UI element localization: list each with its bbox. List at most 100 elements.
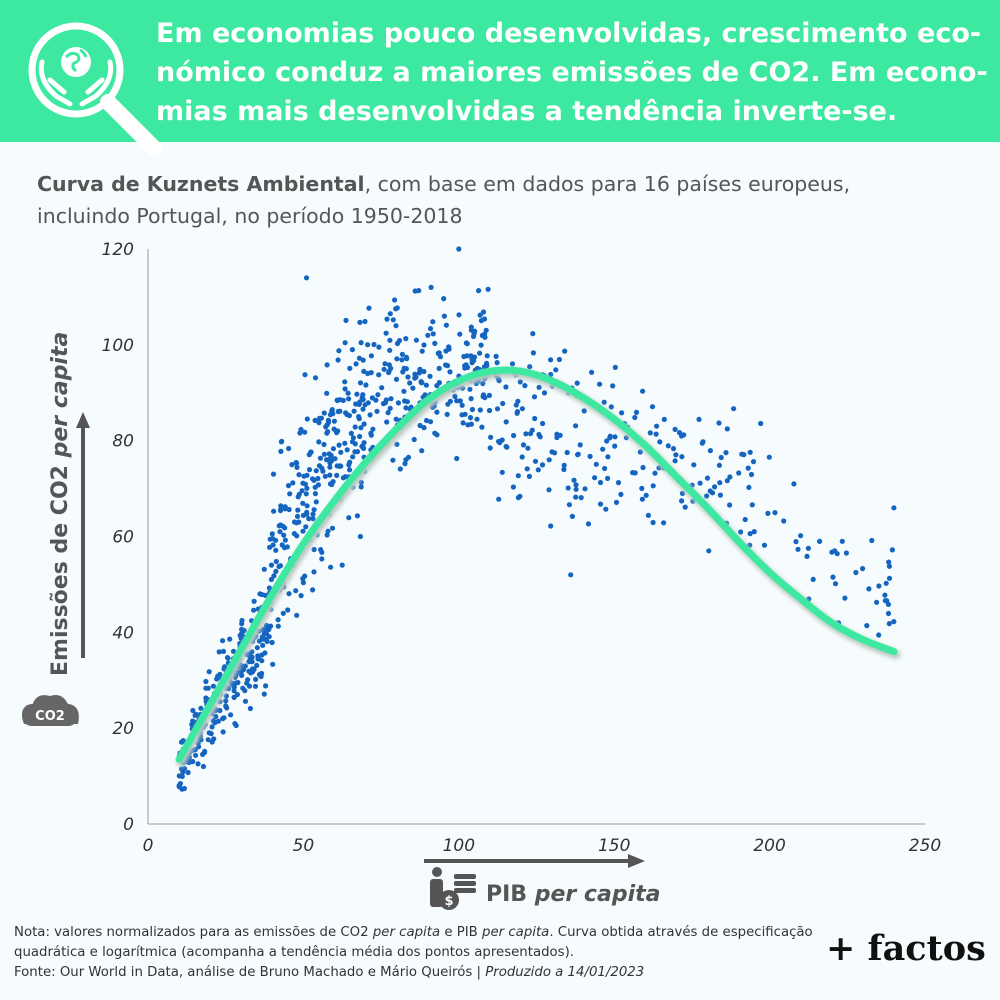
- data-point: [310, 516, 316, 522]
- data-point: [412, 288, 418, 294]
- data-point: [271, 573, 277, 579]
- co2-cloud-text: CO2: [35, 709, 65, 724]
- data-point: [517, 493, 523, 499]
- data-point: [330, 446, 336, 452]
- data-point: [231, 694, 237, 700]
- data-point: [548, 371, 554, 378]
- data-point: [368, 430, 374, 436]
- data-point: [561, 466, 567, 473]
- data-point: [619, 410, 625, 416]
- data-point: [670, 446, 677, 452]
- data-point: [517, 379, 523, 385]
- data-point: [311, 546, 317, 553]
- data-point: [885, 610, 892, 617]
- data-point: [294, 464, 300, 470]
- data-point: [326, 451, 332, 457]
- data-point: [300, 580, 306, 586]
- data-point: [672, 426, 678, 432]
- data-point: [215, 673, 221, 679]
- data-point: [367, 412, 373, 418]
- data-point: [200, 763, 206, 770]
- data-point: [665, 443, 671, 449]
- data-point: [179, 773, 185, 780]
- data-point: [195, 761, 201, 767]
- data-point: [252, 683, 259, 689]
- data-point: [548, 357, 554, 363]
- data-point: [673, 452, 679, 458]
- data-point: [300, 528, 306, 534]
- data-point: [434, 409, 440, 415]
- data-point: [515, 398, 521, 404]
- data-point: [388, 396, 394, 402]
- data-point: [884, 598, 890, 604]
- data-point: [270, 471, 277, 477]
- data-point: [327, 472, 333, 478]
- data-point: [277, 563, 284, 569]
- data-point: [357, 433, 363, 440]
- data-point: [249, 659, 255, 665]
- data-point: [597, 479, 604, 486]
- data-point: [273, 547, 279, 553]
- data-point: [523, 431, 529, 437]
- data-point: [399, 351, 405, 357]
- data-point: [747, 449, 753, 455]
- data-point: [765, 510, 771, 516]
- data-point: [520, 442, 527, 448]
- data-point: [325, 429, 331, 435]
- data-point: [561, 462, 567, 468]
- data-point: [394, 305, 400, 311]
- data-point: [270, 661, 276, 667]
- data-point: [368, 353, 374, 359]
- data-point: [552, 450, 558, 456]
- data-point: [261, 691, 267, 697]
- data-point: [573, 423, 579, 429]
- data-point: [456, 312, 462, 318]
- data-point: [476, 288, 482, 294]
- y-tick-label: 80: [112, 432, 134, 452]
- note-text-2: per capita: [372, 925, 441, 940]
- data-point: [781, 518, 787, 524]
- data-point: [654, 423, 660, 429]
- x-axis-arrow: [424, 854, 645, 868]
- data-point: [727, 502, 733, 508]
- data-point: [384, 316, 390, 322]
- data-point: [548, 523, 554, 529]
- trend-curve: [175, 366, 898, 763]
- data-point: [247, 705, 253, 712]
- data-point: [493, 353, 499, 359]
- data-point: [421, 368, 427, 375]
- data-point: [304, 472, 310, 478]
- data-point: [190, 707, 196, 714]
- data-point: [350, 435, 356, 441]
- data-point: [321, 451, 327, 457]
- data-point: [717, 480, 723, 486]
- data-point: [465, 422, 471, 428]
- data-point: [454, 455, 460, 462]
- data-point: [329, 525, 336, 531]
- data-point: [349, 347, 355, 353]
- data-point: [261, 566, 267, 572]
- data-point: [566, 502, 573, 508]
- data-point: [874, 599, 880, 605]
- data-point: [394, 441, 400, 447]
- data-point: [285, 607, 291, 613]
- data-point: [718, 454, 724, 461]
- data-point: [577, 442, 583, 448]
- data-point: [496, 438, 502, 445]
- data-point: [748, 471, 755, 478]
- data-point: [357, 319, 363, 325]
- data-point: [387, 405, 393, 411]
- data-point: [443, 348, 449, 354]
- data-point: [866, 586, 872, 592]
- data-point: [282, 506, 288, 512]
- data-point: [574, 380, 580, 386]
- data-point: [444, 411, 450, 417]
- data-point: [459, 402, 465, 408]
- data-point: [484, 363, 490, 369]
- y-tick-label: 120: [102, 240, 134, 260]
- data-point: [562, 348, 568, 354]
- data-point: [347, 467, 353, 473]
- data-point: [853, 569, 859, 576]
- data-point: [645, 512, 652, 519]
- data-point: [352, 441, 358, 447]
